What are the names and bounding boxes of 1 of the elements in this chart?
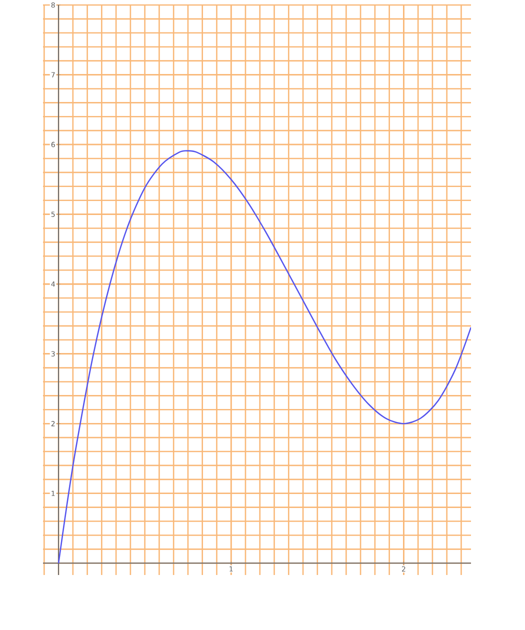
line-series	[58, 150, 471, 564]
